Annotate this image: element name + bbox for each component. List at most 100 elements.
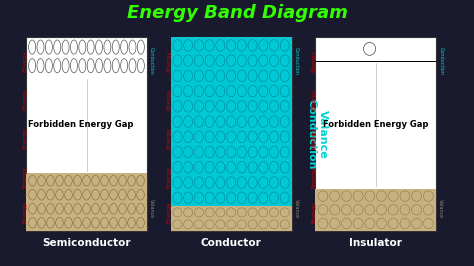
Ellipse shape xyxy=(137,218,144,228)
Ellipse shape xyxy=(37,40,44,54)
Ellipse shape xyxy=(46,40,53,54)
Ellipse shape xyxy=(87,59,94,73)
Text: Insulator: Insulator xyxy=(349,238,402,248)
Ellipse shape xyxy=(128,218,135,228)
Ellipse shape xyxy=(227,116,236,127)
Ellipse shape xyxy=(194,70,203,82)
Ellipse shape xyxy=(341,218,351,229)
Ellipse shape xyxy=(194,55,203,66)
Ellipse shape xyxy=(248,85,257,97)
Text: Energy: Energy xyxy=(22,127,27,149)
Ellipse shape xyxy=(270,85,279,97)
Ellipse shape xyxy=(248,192,257,203)
Ellipse shape xyxy=(183,208,192,217)
Ellipse shape xyxy=(110,218,117,228)
Text: Conductor: Conductor xyxy=(201,238,262,248)
Ellipse shape xyxy=(205,40,214,51)
Text: Conduction: Conduction xyxy=(438,47,443,74)
Ellipse shape xyxy=(237,116,246,127)
Ellipse shape xyxy=(29,175,36,186)
Ellipse shape xyxy=(248,177,257,188)
Ellipse shape xyxy=(65,218,72,228)
Ellipse shape xyxy=(38,203,45,214)
Ellipse shape xyxy=(54,40,61,54)
Ellipse shape xyxy=(38,175,45,186)
Ellipse shape xyxy=(237,192,246,203)
Ellipse shape xyxy=(216,220,225,229)
Ellipse shape xyxy=(62,59,69,73)
Ellipse shape xyxy=(259,70,268,82)
Ellipse shape xyxy=(92,175,99,186)
Ellipse shape xyxy=(259,192,268,203)
Ellipse shape xyxy=(400,191,410,201)
Text: Energy: Energy xyxy=(167,127,172,149)
Ellipse shape xyxy=(37,59,44,73)
Ellipse shape xyxy=(74,189,81,200)
Ellipse shape xyxy=(280,70,289,82)
Ellipse shape xyxy=(280,85,289,97)
Ellipse shape xyxy=(341,205,351,215)
Ellipse shape xyxy=(194,85,203,97)
Ellipse shape xyxy=(104,59,111,73)
Ellipse shape xyxy=(227,70,236,82)
Ellipse shape xyxy=(227,131,236,143)
Ellipse shape xyxy=(259,177,268,188)
Ellipse shape xyxy=(29,189,36,200)
Ellipse shape xyxy=(227,55,236,66)
Ellipse shape xyxy=(216,146,225,158)
Text: Energy: Energy xyxy=(311,166,316,188)
Ellipse shape xyxy=(129,59,136,73)
Ellipse shape xyxy=(205,101,214,112)
Ellipse shape xyxy=(376,191,386,201)
Ellipse shape xyxy=(270,177,279,188)
Ellipse shape xyxy=(248,70,257,82)
Ellipse shape xyxy=(101,175,108,186)
Ellipse shape xyxy=(119,203,126,214)
Ellipse shape xyxy=(183,40,192,51)
Ellipse shape xyxy=(173,101,182,112)
Ellipse shape xyxy=(56,203,63,214)
Ellipse shape xyxy=(423,218,433,229)
Ellipse shape xyxy=(137,40,145,54)
Ellipse shape xyxy=(65,203,72,214)
Ellipse shape xyxy=(194,101,203,112)
Ellipse shape xyxy=(365,205,375,215)
Ellipse shape xyxy=(259,146,268,158)
Ellipse shape xyxy=(173,70,182,82)
Ellipse shape xyxy=(227,220,236,229)
Ellipse shape xyxy=(248,55,257,66)
Text: Energy: Energy xyxy=(22,201,27,223)
Ellipse shape xyxy=(173,192,182,203)
Ellipse shape xyxy=(318,205,328,215)
Ellipse shape xyxy=(137,203,144,214)
Ellipse shape xyxy=(216,40,225,51)
Ellipse shape xyxy=(216,116,225,127)
Ellipse shape xyxy=(270,101,279,112)
Ellipse shape xyxy=(205,85,214,97)
Ellipse shape xyxy=(110,175,117,186)
Ellipse shape xyxy=(353,191,363,201)
Ellipse shape xyxy=(423,191,433,201)
Ellipse shape xyxy=(205,131,214,143)
Ellipse shape xyxy=(47,218,54,228)
Ellipse shape xyxy=(194,146,203,158)
Ellipse shape xyxy=(248,208,257,217)
Ellipse shape xyxy=(28,59,36,73)
Ellipse shape xyxy=(83,218,90,228)
Ellipse shape xyxy=(259,131,268,143)
Ellipse shape xyxy=(353,205,363,215)
Ellipse shape xyxy=(194,161,203,173)
Ellipse shape xyxy=(79,40,86,54)
Ellipse shape xyxy=(128,175,135,186)
Ellipse shape xyxy=(388,218,398,229)
Ellipse shape xyxy=(129,40,136,54)
Ellipse shape xyxy=(183,101,192,112)
Ellipse shape xyxy=(56,218,63,228)
Ellipse shape xyxy=(237,146,246,158)
Ellipse shape xyxy=(74,175,81,186)
Ellipse shape xyxy=(248,146,257,158)
Ellipse shape xyxy=(259,208,268,217)
Ellipse shape xyxy=(183,131,192,143)
Ellipse shape xyxy=(237,40,246,51)
Ellipse shape xyxy=(96,40,102,54)
